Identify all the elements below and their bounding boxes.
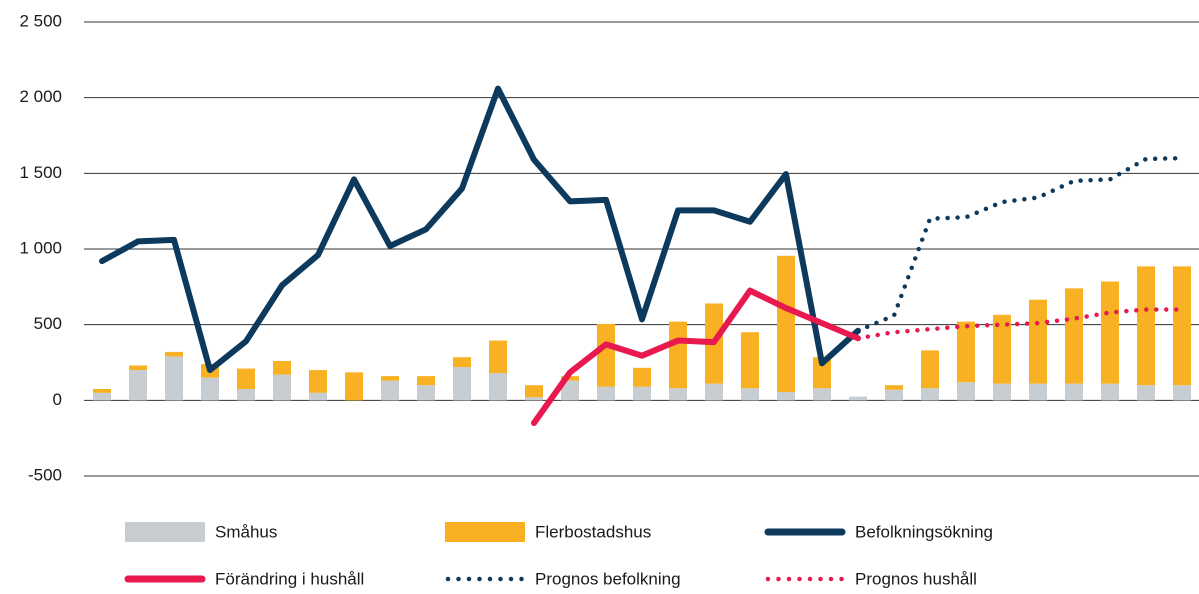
bar <box>561 376 579 381</box>
bar <box>1065 383 1083 401</box>
bar <box>633 367 651 387</box>
bar <box>381 376 399 381</box>
bar <box>705 383 723 401</box>
bar <box>1065 288 1083 384</box>
bar <box>741 388 759 401</box>
legend-item: Flerbostadshus <box>445 522 651 542</box>
legend-label: Flerbostadshus <box>535 522 651 541</box>
bar <box>1137 266 1155 386</box>
bar <box>381 380 399 401</box>
bar <box>849 396 867 401</box>
legend-label: Förändring i hushåll <box>215 569 364 588</box>
bar <box>1101 281 1119 384</box>
legend-label: Prognos befolkning <box>535 569 681 588</box>
bar <box>1029 383 1047 401</box>
bar <box>129 370 147 401</box>
bar <box>345 372 363 401</box>
bar <box>1173 385 1191 401</box>
y-tick-label: 0 <box>53 390 62 409</box>
bar <box>957 382 975 401</box>
legend-swatch <box>125 522 205 542</box>
bar <box>669 388 687 401</box>
bar <box>453 357 471 368</box>
bar <box>813 357 831 389</box>
bar <box>813 388 831 401</box>
bar <box>921 350 939 389</box>
bar <box>1137 385 1155 401</box>
bar <box>93 392 111 401</box>
bar <box>417 376 435 386</box>
bar <box>417 385 435 401</box>
bar <box>1173 266 1191 386</box>
bar <box>273 360 291 375</box>
bar <box>489 340 507 374</box>
legend-label: Prognos hushåll <box>855 569 977 588</box>
bar <box>561 380 579 401</box>
bar <box>885 389 903 401</box>
y-tick-label: 2 500 <box>19 11 62 30</box>
line <box>855 307 1185 341</box>
y-tick-label: 1 500 <box>19 163 62 182</box>
bar <box>489 373 507 401</box>
legend-item: Förändring i hushåll <box>124 569 364 588</box>
legend-swatch <box>445 522 525 542</box>
bar <box>669 321 687 389</box>
bar <box>993 383 1011 401</box>
bar <box>1029 299 1047 384</box>
bar <box>741 332 759 389</box>
bar <box>777 255 795 393</box>
bar <box>525 385 543 398</box>
bar <box>525 397 543 401</box>
bar <box>237 368 255 389</box>
bar <box>777 392 795 401</box>
bar <box>957 321 975 383</box>
y-tick-label: 1 000 <box>19 238 62 257</box>
y-tick-label: 500 <box>34 314 62 333</box>
bar <box>93 388 111 393</box>
bar <box>993 314 1011 384</box>
bar <box>201 377 219 401</box>
legend-item: Småhus <box>125 522 277 542</box>
bar <box>597 323 615 387</box>
bar <box>129 365 147 371</box>
y-tick-label: -500 <box>28 465 62 484</box>
bar <box>309 370 327 393</box>
legend-label: Befolkningsökning <box>855 522 993 541</box>
bar <box>309 392 327 401</box>
bar <box>453 367 471 401</box>
bar <box>165 356 183 401</box>
line <box>99 85 861 374</box>
line <box>531 287 861 427</box>
bar <box>165 351 183 357</box>
legend-item: Befolkningsökning <box>764 522 993 541</box>
legend-label: Småhus <box>215 522 277 541</box>
bar <box>921 388 939 401</box>
bar <box>1101 383 1119 401</box>
line <box>855 155 1185 333</box>
bar <box>273 374 291 401</box>
legend-item: Prognos hushåll <box>765 569 977 588</box>
y-tick-label: 2 000 <box>19 87 62 106</box>
bar <box>597 386 615 401</box>
bar <box>237 388 255 401</box>
bar <box>633 386 651 401</box>
bar <box>885 385 903 390</box>
legend-item: Prognos befolkning <box>445 569 681 588</box>
